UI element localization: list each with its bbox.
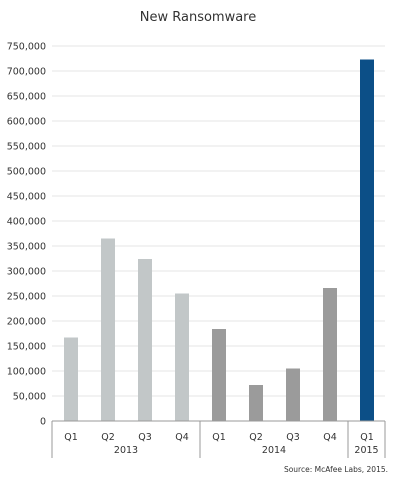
bar-layer [64, 59, 374, 421]
bar-2014-q4 [323, 288, 337, 421]
y-tick-label: 600,000 [7, 117, 46, 128]
y-tick-label: 100,000 [7, 367, 46, 378]
source-note: Source: McAfee Labs, 2015. [284, 465, 388, 474]
bar-2014-q2 [249, 385, 263, 421]
y-tick-label: 500,000 [7, 167, 46, 178]
x-tick-label: Q1 [64, 432, 78, 443]
y-axis-ticks: 0 50,000 100,000 150,000 200,000 250,000 300,0… [7, 42, 46, 428]
bar-2013-q3 [138, 259, 152, 421]
y-tick-label: 650,000 [7, 92, 46, 103]
y-tick-label: 750,000 [7, 42, 46, 53]
x-tick-label: Q2 [249, 432, 263, 443]
y-tick-label: 350,000 [7, 242, 46, 253]
x-tick-label: Q1 [360, 432, 374, 443]
x-group-label: 2013 [114, 445, 138, 456]
x-tick-label: Q2 [101, 432, 115, 443]
x-tick-label: Q3 [286, 432, 300, 443]
x-axis: Q1 Q2 Q3 Q4 2013 Q1 Q2 Q3 Q4 2014 Q1 2015 [51, 420, 386, 458]
bar-2013-q1 [64, 337, 78, 421]
y-tick-label: 200,000 [7, 317, 46, 328]
y-tick-label: 550,000 [7, 142, 46, 153]
x-tick-label: Q1 [212, 432, 226, 443]
x-tick-label: Q4 [323, 432, 337, 443]
y-tick-label: 50,000 [13, 392, 46, 403]
y-tick-label: 0 [40, 417, 46, 428]
bar-2013-q2 [101, 238, 115, 421]
y-tick-label: 400,000 [7, 217, 46, 228]
y-tick-label: 250,000 [7, 292, 46, 303]
y-tick-label: 450,000 [7, 192, 46, 203]
x-group-label: 2015 [354, 445, 378, 456]
y-tick-label: 300,000 [7, 267, 46, 278]
y-tick-label: 700,000 [7, 67, 46, 78]
chart-title: New Ransomware [140, 10, 257, 25]
bar-2014-q1 [212, 329, 226, 421]
bar-2015-q1 [360, 59, 374, 421]
y-tick-label: 150,000 [7, 342, 46, 353]
x-tick-label: Q4 [175, 432, 189, 443]
bar-2014-q3 [286, 368, 300, 421]
x-group-label: 2014 [262, 445, 286, 456]
bar-2013-q4 [175, 293, 189, 421]
x-tick-label: Q3 [138, 432, 152, 443]
